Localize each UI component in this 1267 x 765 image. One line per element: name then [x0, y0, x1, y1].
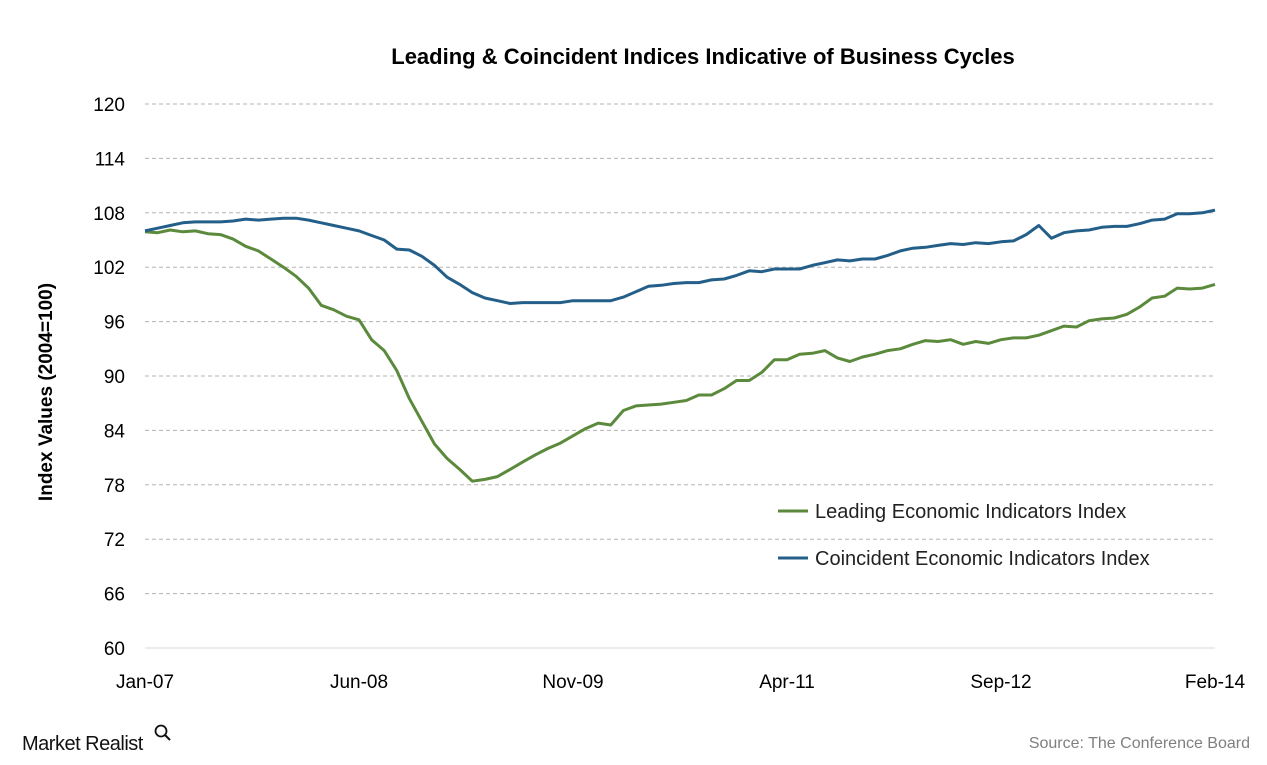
x-tick-label: Nov-09 [542, 672, 603, 693]
y-axis-ticks: 60 66 72 78 84 90 96 102 108 114 120 [93, 95, 125, 660]
y-tick-label: 72 [104, 530, 125, 551]
legend-label-coincident: Coincident Economic Indicators Index [815, 548, 1150, 570]
magnifier-icon [154, 724, 171, 741]
y-tick-label: 108 [93, 204, 125, 225]
y-tick-label: 78 [104, 476, 125, 497]
x-tick-label: Apr-11 [759, 672, 815, 693]
series-lines [144, 208, 1216, 483]
y-tick-label: 102 [93, 258, 125, 279]
y-tick-label: 96 [104, 313, 125, 334]
source-note: Source: The Conference Board [1029, 735, 1250, 752]
x-tick-label: Sep-12 [970, 672, 1031, 693]
gridlines [145, 103, 1215, 649]
y-tick-label: 120 [93, 95, 125, 116]
y-tick-label: 90 [104, 367, 125, 388]
y-tick-label: 84 [104, 421, 126, 442]
logo-text: Market Realist [22, 733, 144, 755]
y-tick-label: 66 [104, 585, 125, 606]
x-tick-label: Jan-07 [116, 672, 174, 693]
legend: Leading Economic Indicators Index Coinci… [778, 501, 1150, 570]
legend-label-leading: Leading Economic Indicators Index [815, 501, 1126, 523]
y-axis-label: Index Values (2004=100) [36, 283, 57, 501]
series-line-leading [144, 228, 1216, 483]
y-tick-label: 60 [104, 639, 125, 660]
series-line-coincident [144, 208, 1216, 305]
logo: Market Realist [22, 724, 171, 755]
x-tick-label: Feb-14 [1185, 672, 1246, 693]
y-tick-label: 114 [95, 149, 126, 170]
x-tick-label: Jun-08 [330, 672, 388, 693]
chart-title: Leading & Coincident Indices Indicative … [391, 44, 1015, 69]
x-axis-ticks: Jan-07 Jun-08 Nov-09 Apr-11 Sep-12 Feb-14 [116, 672, 1246, 693]
